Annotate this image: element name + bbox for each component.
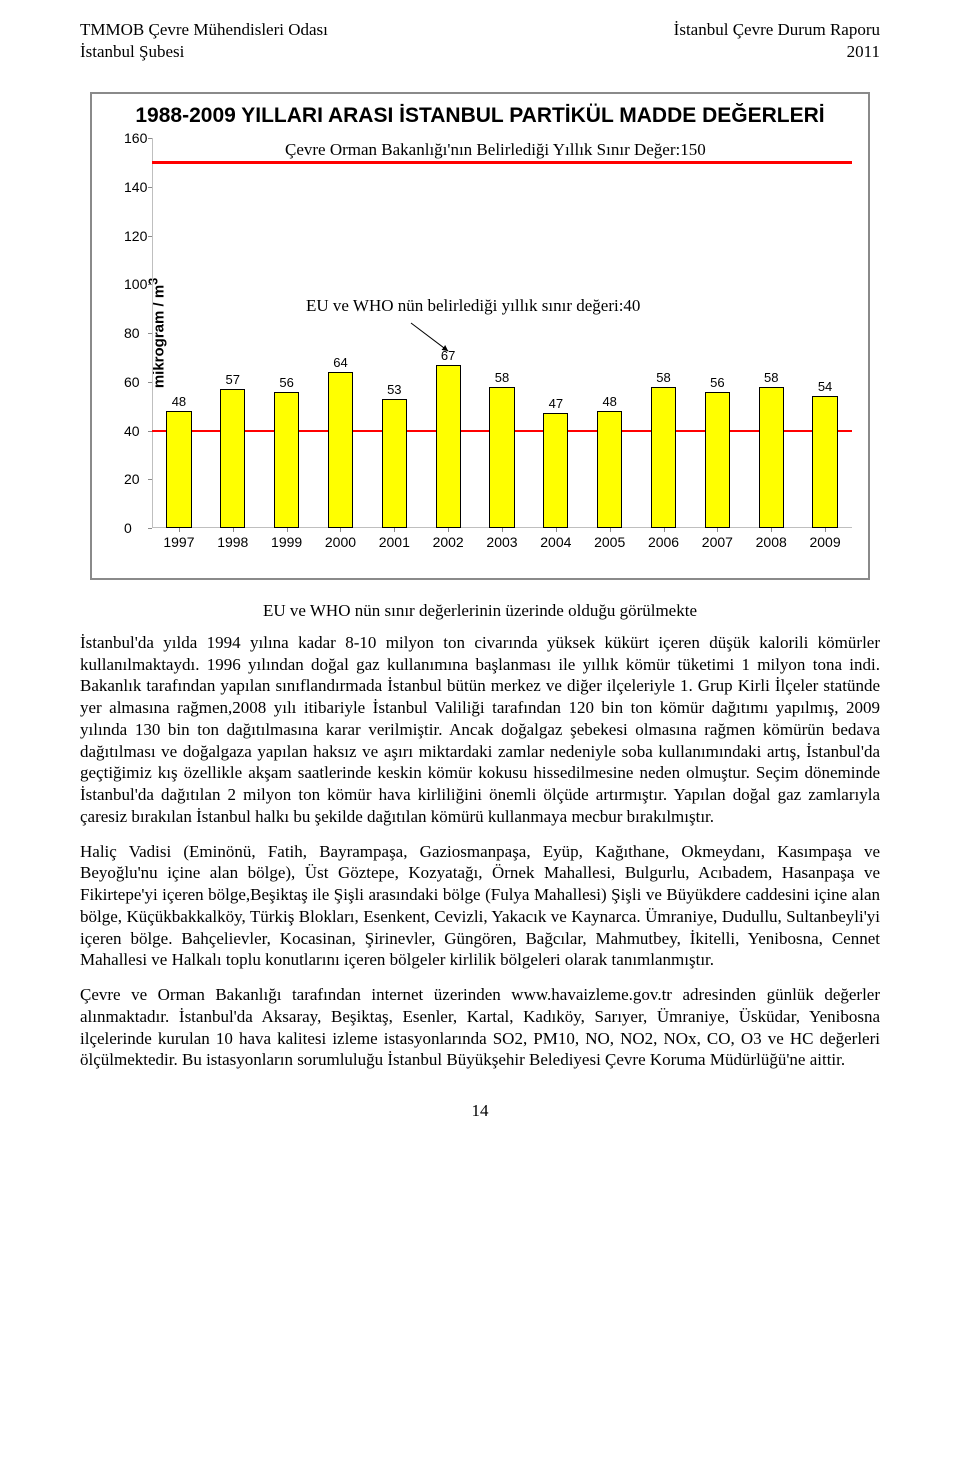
bar-value-label: 56 [710, 375, 724, 390]
bar-value-label: 48 [602, 394, 616, 409]
y-tick-mark [148, 479, 152, 480]
paragraph-2: Haliç Vadisi (Eminönü, Fatih, Bayrampaşa… [80, 841, 880, 972]
x-tick-label: 2005 [594, 534, 625, 550]
bar-value-label: 48 [172, 394, 186, 409]
bar-value-label: 58 [656, 370, 670, 385]
body-text: EU ve WHO nün sınır değerlerinin üzerind… [80, 600, 880, 1071]
bar [597, 411, 622, 528]
paragraph-1: İstanbul'da yılda 1994 yılına kadar 8-10… [80, 632, 880, 828]
y-tick-mark [148, 528, 152, 529]
y-tick-mark [148, 187, 152, 188]
header-left-1: TMMOB Çevre Mühendisleri Odası [80, 20, 328, 40]
bar [166, 411, 191, 528]
y-tick-label: 160 [124, 130, 147, 146]
x-tick-mark [448, 528, 449, 532]
x-tick-mark [825, 528, 826, 532]
y-tick-mark [148, 382, 152, 383]
bar [543, 413, 568, 528]
header-left-2: İstanbul Şubesi [80, 42, 184, 62]
bar-value-label: 54 [818, 379, 832, 394]
y-tick-label: 0 [124, 520, 132, 536]
y-tick-mark [148, 284, 152, 285]
x-tick-mark [664, 528, 665, 532]
y-axis [152, 138, 153, 528]
bar [759, 387, 784, 528]
y-tick-label: 40 [124, 423, 140, 439]
x-tick-label: 2009 [809, 534, 840, 550]
bar [220, 389, 245, 528]
bar [812, 396, 837, 528]
x-tick-label: 2004 [540, 534, 571, 550]
eu-who-line: EU ve WHO nün sınır değerlerinin üzerind… [80, 600, 880, 622]
x-tick-mark [340, 528, 341, 532]
x-tick-mark [771, 528, 772, 532]
x-tick-label: 1998 [217, 534, 248, 550]
bar-value-label: 53 [387, 382, 401, 397]
bar [274, 392, 299, 529]
x-tick-mark [502, 528, 503, 532]
y-tick-label: 60 [124, 374, 140, 390]
annotation-150: Çevre Orman Bakanlığı'nın Belirlediği Yı… [285, 140, 706, 160]
y-tick-mark [148, 236, 152, 237]
chart-plot-area: mikrogram / m3 Çevre Orman Bakanlığı'nın… [152, 138, 852, 528]
y-tick-label: 100 [124, 276, 147, 292]
x-tick-mark [717, 528, 718, 532]
bar [382, 399, 407, 528]
x-tick-label: 2003 [486, 534, 517, 550]
bar [489, 387, 514, 528]
y-tick-label: 120 [124, 228, 147, 244]
bar [705, 392, 730, 529]
header-right-2: 2011 [847, 42, 880, 62]
y-tick-mark [148, 333, 152, 334]
x-tick-mark [610, 528, 611, 532]
annotation-40: EU ve WHO nün belirled­iği yıllık sınır … [306, 296, 640, 316]
bar [651, 387, 676, 528]
x-tick-mark [394, 528, 395, 532]
bar-value-label: 57 [226, 372, 240, 387]
x-tick-label: 2000 [325, 534, 356, 550]
reference-line [152, 161, 852, 164]
bar [436, 365, 461, 528]
paragraph-3: Çevre ve Orman Bakanlığı tarafından inte… [80, 984, 880, 1071]
x-tick-mark [556, 528, 557, 532]
x-tick-label: 2002 [433, 534, 464, 550]
chart-container: 1988-2009 YILLARI ARASI İSTANBUL PARTİKÜ… [90, 92, 870, 580]
x-tick-label: 1999 [271, 534, 302, 550]
bar [328, 372, 353, 528]
x-tick-label: 1997 [163, 534, 194, 550]
bar-value-label: 67 [441, 348, 455, 363]
x-tick-label: 2007 [702, 534, 733, 550]
y-tick-mark [148, 138, 152, 139]
page-number: 14 [80, 1101, 880, 1121]
x-tick-label: 2006 [648, 534, 679, 550]
x-tick-mark [179, 528, 180, 532]
bar-value-label: 58 [495, 370, 509, 385]
chart-title: 1988-2009 YILLARI ARASI İSTANBUL PARTİKÜ… [92, 94, 868, 130]
x-tick-label: 2001 [379, 534, 410, 550]
x-tick-mark [233, 528, 234, 532]
x-tick-label: 2008 [756, 534, 787, 550]
bar-value-label: 56 [279, 375, 293, 390]
y-tick-label: 140 [124, 179, 147, 195]
y-tick-label: 20 [124, 471, 140, 487]
bar-value-label: 64 [333, 355, 347, 370]
header-right-1: İstanbul Çevre Durum Raporu [674, 20, 880, 40]
y-tick-label: 80 [124, 325, 140, 341]
x-tick-mark [287, 528, 288, 532]
bar-value-label: 58 [764, 370, 778, 385]
bar-value-label: 47 [549, 396, 563, 411]
